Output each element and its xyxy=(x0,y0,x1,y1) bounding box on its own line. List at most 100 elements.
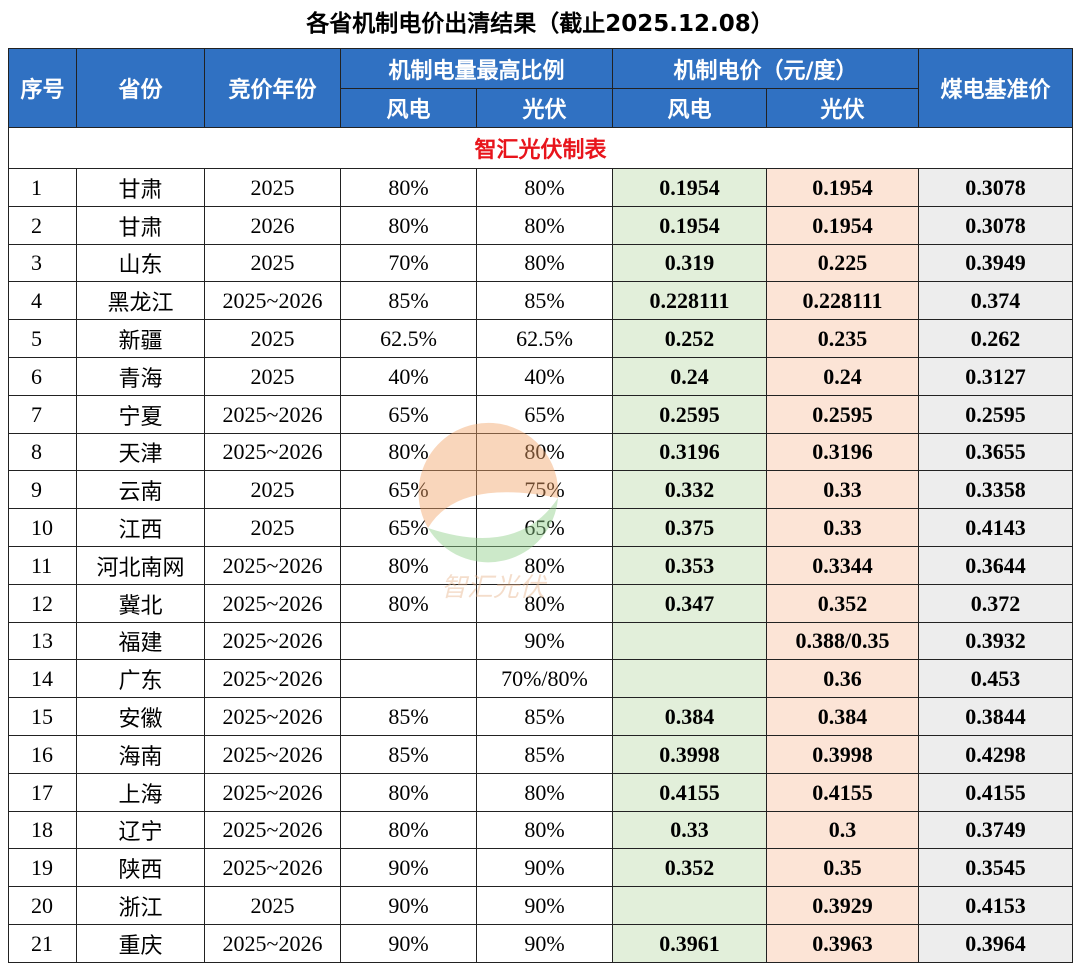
header-cell: 风电 xyxy=(340,88,477,128)
table-cell: 0.3932 xyxy=(918,622,1073,660)
subtitle: 智汇光伏制表 xyxy=(8,127,1073,169)
table-cell: 12 xyxy=(8,584,77,623)
table-cell: 2025~2026 xyxy=(204,395,341,434)
table-cell: 0.2595 xyxy=(918,395,1073,434)
table-cell: 0.33 xyxy=(766,508,919,547)
table-cell: 80% xyxy=(476,546,613,585)
table-cell: 0.4298 xyxy=(918,735,1073,774)
table-cell: 0.3 xyxy=(766,811,919,849)
table-cell: 云南 xyxy=(76,470,205,509)
table-cell: 0.3644 xyxy=(918,546,1073,585)
table-cell: 80% xyxy=(476,773,613,812)
table-cell: 宁夏 xyxy=(76,395,205,434)
table-cell: 0.1954 xyxy=(766,206,919,245)
table-cell: 2025~2026 xyxy=(204,433,341,471)
table-cell xyxy=(340,659,477,698)
table-cell: 90% xyxy=(340,848,477,887)
table-cell: 75% xyxy=(476,470,613,509)
table-cell: 0.353 xyxy=(612,546,767,585)
header-cell: 风电 xyxy=(612,88,767,128)
table-cell: 3 xyxy=(8,244,77,282)
table-cell: 0.4155 xyxy=(766,773,919,812)
table-cell: 0.3127 xyxy=(918,357,1073,396)
table-cell: 0.235 xyxy=(766,319,919,358)
table-cell: 2025 xyxy=(204,470,341,509)
table-cell: 14 xyxy=(8,659,77,698)
table-cell: 0.1954 xyxy=(612,168,767,207)
table-cell: 65% xyxy=(340,508,477,547)
table-cell: 21 xyxy=(8,924,77,963)
table-cell: 70% xyxy=(340,244,477,282)
table-cell: 9 xyxy=(8,470,77,509)
table-cell: 85% xyxy=(340,281,477,320)
table-cell: 0.33 xyxy=(766,470,919,509)
table-cell: 0.347 xyxy=(612,584,767,623)
table-cell: 0.3078 xyxy=(918,206,1073,245)
table-cell: 15 xyxy=(8,697,77,736)
table-cell: 85% xyxy=(340,735,477,774)
table-cell xyxy=(612,659,767,698)
table-cell: 0.228111 xyxy=(766,281,919,320)
table-cell: 2025~2026 xyxy=(204,848,341,887)
table-cell: 65% xyxy=(476,508,613,547)
header-cell: 光伏 xyxy=(476,88,613,128)
table-cell: 4 xyxy=(8,281,77,320)
table-cell: 13 xyxy=(8,622,77,660)
table-cell: 0.3749 xyxy=(918,811,1073,849)
table-cell: 65% xyxy=(340,395,477,434)
table-cell: 1 xyxy=(8,168,77,207)
table-cell: 80% xyxy=(340,433,477,471)
table-cell: 5 xyxy=(8,319,77,358)
table-cell xyxy=(612,622,767,660)
table-cell: 90% xyxy=(476,886,613,925)
table-cell: 70%/80% xyxy=(476,659,613,698)
table-cell: 0.3929 xyxy=(766,886,919,925)
table-cell: 0.319 xyxy=(612,244,767,282)
table-cell: 海南 xyxy=(76,735,205,774)
table-cell: 2025~2026 xyxy=(204,659,341,698)
header-cell: 煤电基准价 xyxy=(918,48,1073,128)
table-cell: 上海 xyxy=(76,773,205,812)
table-cell: 重庆 xyxy=(76,924,205,963)
table-cell: 2025~2026 xyxy=(204,924,341,963)
table-cell: 8 xyxy=(8,433,77,471)
table-cell: 0.4155 xyxy=(612,773,767,812)
table-cell: 19 xyxy=(8,848,77,887)
table-cell: 0.3196 xyxy=(766,433,919,471)
table-cell: 90% xyxy=(340,886,477,925)
table-cell: 80% xyxy=(476,168,613,207)
table-cell: 0.384 xyxy=(766,697,919,736)
table-cell xyxy=(340,622,477,660)
table-cell: 0.3998 xyxy=(612,735,767,774)
table-cell: 40% xyxy=(340,357,477,396)
table-cell: 90% xyxy=(340,924,477,963)
table-cell: 2025 xyxy=(204,508,341,547)
header-cell: 竞价年份 xyxy=(204,48,341,128)
header-cell: 序号 xyxy=(8,48,77,128)
table-cell: 辽宁 xyxy=(76,811,205,849)
table-cell: 2025~2026 xyxy=(204,697,341,736)
table-cell: 山东 xyxy=(76,244,205,282)
table-cell: 新疆 xyxy=(76,319,205,358)
table-cell: 甘肃 xyxy=(76,168,205,207)
table-cell: 黑龙江 xyxy=(76,281,205,320)
table-cell: 65% xyxy=(340,470,477,509)
table-cell: 0.352 xyxy=(612,848,767,887)
table-cell: 0.3655 xyxy=(918,433,1073,471)
table-cell: 0.3963 xyxy=(766,924,919,963)
table-cell: 0.3078 xyxy=(918,168,1073,207)
table-cell: 0.33 xyxy=(612,811,767,849)
table-cell: 江西 xyxy=(76,508,205,547)
table-cell: 10 xyxy=(8,508,77,547)
table-cell: 80% xyxy=(340,168,477,207)
table-cell: 安徽 xyxy=(76,697,205,736)
table-cell: 0.3344 xyxy=(766,546,919,585)
table-cell: 80% xyxy=(476,244,613,282)
header-cell: 机制电价（元/度） xyxy=(612,48,919,89)
table-cell xyxy=(612,886,767,925)
table-cell: 2 xyxy=(8,206,77,245)
table-cell: 0.374 xyxy=(918,281,1073,320)
table-cell: 0.4153 xyxy=(918,886,1073,925)
table-cell: 0.388/0.35 xyxy=(766,622,919,660)
